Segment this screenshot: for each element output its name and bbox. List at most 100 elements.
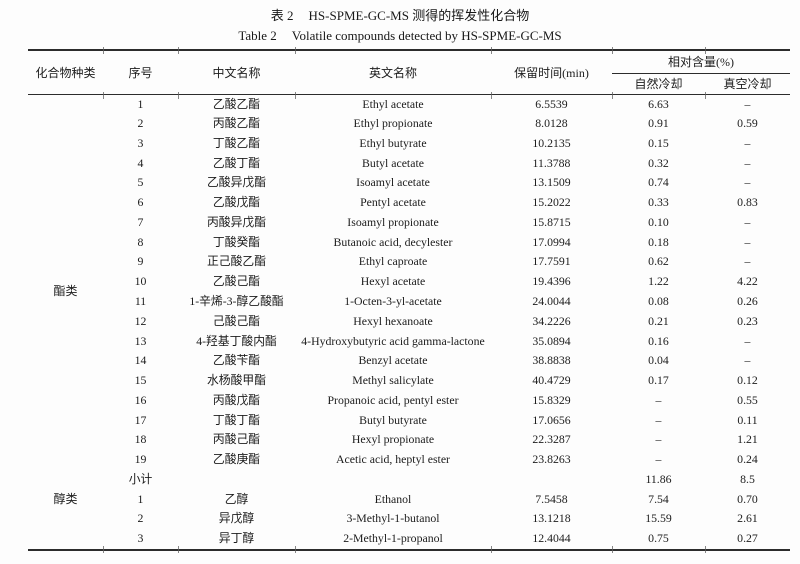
- rule-tick: [295, 47, 296, 54]
- header-name-en: 英文名称: [368, 65, 417, 80]
- table-row: 17 丁酸丁酯 Butyl butyrate 17.0656 – 0.11: [28, 410, 790, 430]
- rule-tick: [612, 47, 613, 54]
- cell-retention: 17.7591: [532, 254, 571, 269]
- rule-tick: [103, 92, 104, 99]
- cell-name-en: Methyl salicylate: [352, 373, 434, 388]
- rule-tick: [295, 92, 296, 99]
- cell-natural: 0.33: [648, 195, 669, 210]
- cell-natural: –: [655, 392, 662, 407]
- cell-vacuum: 0.83: [737, 195, 758, 210]
- cell-vacuum: –: [744, 254, 751, 269]
- rule-tick: [612, 546, 613, 553]
- cell-vacuum: –: [744, 96, 751, 111]
- cell-retention: 12.4044: [532, 531, 571, 546]
- cell-natural: 0.04: [648, 353, 669, 368]
- cell-vacuum: 2.61: [737, 511, 758, 526]
- rule-tick: [103, 47, 104, 54]
- cell-retention: 13.1509: [532, 175, 571, 190]
- cell-name-en: [295, 470, 491, 490]
- rule-tick: [705, 546, 706, 553]
- cell-name-en: Ethyl acetate: [362, 96, 424, 111]
- cell-name-cn: 4-羟基丁酸内酯: [196, 333, 277, 348]
- cell-vacuum: –: [744, 155, 751, 170]
- cell-no: 1: [137, 491, 144, 506]
- cell-name-en: Hexyl hexanoate: [353, 313, 433, 328]
- cell-no: 16: [134, 392, 147, 407]
- cell-natural: 0.17: [648, 373, 669, 388]
- cell-retention: 23.8263: [532, 452, 571, 467]
- cell-retention: 40.4729: [532, 373, 571, 388]
- rule-tick: [491, 47, 492, 54]
- cell-name-cn: 丙酸乙酯: [212, 116, 261, 131]
- cell-vacuum: 0.24: [737, 452, 758, 467]
- table-row: 酯类 1 乙酸乙酯 Ethyl acetate 6.5539 6.63 –: [28, 94, 790, 299]
- cell-name-cn: 丁酸乙酯: [212, 135, 261, 150]
- cell-retention: 35.0894: [532, 333, 571, 348]
- cell-retention: 38.8838: [532, 353, 571, 368]
- cell-natural: 0.21: [648, 313, 669, 328]
- cell-name-en: Isoamyl acetate: [356, 175, 430, 190]
- header-vacuum-cooling: 真空冷却: [723, 77, 772, 91]
- cell-no: 7: [137, 214, 144, 229]
- cell-no: 10: [134, 274, 147, 289]
- cell-no: 9: [137, 254, 144, 269]
- cell-natural: 11.86: [645, 471, 672, 486]
- table-row: 9 正己酸乙酯 Ethyl caproate 17.7591 0.62 –: [28, 252, 790, 272]
- cell-retention: [491, 470, 612, 490]
- table-number-en: Table 2: [238, 28, 277, 43]
- cell-natural: 1.22: [648, 274, 669, 289]
- cell-name-en: Ethyl butyrate: [359, 135, 427, 150]
- header-compound-type: 化合物种类: [35, 65, 96, 80]
- cell-vacuum: 4.22: [737, 274, 758, 289]
- cell-no: 12: [134, 313, 147, 328]
- cell-no: 6: [137, 195, 144, 210]
- rule-tick: [705, 92, 706, 99]
- header-row-1: 化合物种类 序号 中文名称 英文名称 保留时间(min) 相对含量(%): [28, 50, 790, 80]
- cell-no: 1: [137, 96, 144, 111]
- cell-vacuum: 0.23: [737, 313, 758, 328]
- cell-natural: 6.63: [648, 96, 669, 111]
- cell-no: 4: [137, 155, 144, 170]
- table-row: 14 乙酸苄酯 Benzyl acetate 38.8838 0.04 –: [28, 351, 790, 371]
- cell-natural: 15.59: [645, 511, 672, 526]
- cell-retention: 15.8329: [532, 392, 571, 407]
- table-row: 15 水杨酸甲酯 Methyl salicylate 40.4729 0.17 0.12: [28, 371, 790, 391]
- table-row: 2 异戊醇 3-Methyl-1-butanol 13.1218 15.59 2.61: [28, 509, 790, 529]
- header-relative-content: 相对含量(%): [612, 50, 790, 74]
- cell-no: 15: [134, 373, 147, 388]
- cell-natural: –: [655, 452, 662, 467]
- rule-tick: [178, 47, 179, 54]
- cell-name-cn: 乙酸己酯: [212, 274, 261, 289]
- table-row: 3 异丁醇 2-Methyl-1-propanol 12.4044 0.75 0.27: [28, 529, 790, 550]
- cell-name-cn: 丁酸癸酯: [212, 234, 261, 249]
- cell-retention: 17.0656: [532, 412, 571, 427]
- cell-name-cn: 丙酸异戊酯: [207, 214, 266, 229]
- cell-retention: 10.2135: [532, 135, 571, 150]
- table-row-subtotal: 小计 11.86 8.5: [28, 470, 790, 490]
- cell-vacuum: –: [744, 175, 751, 190]
- cell-name-cn: 异丁醇: [218, 531, 255, 546]
- cell-name-en: Pentyl acetate: [360, 195, 426, 210]
- cell-name-en: Ethyl caproate: [358, 254, 428, 269]
- table-caption: 表 2 HS-SPME-GC-MS 测得的挥发性化合物 Table 2 Volati…: [0, 0, 800, 46]
- cell-name-en: Benzyl acetate: [358, 353, 428, 368]
- cell-retention: 11.3788: [532, 155, 571, 170]
- header-retention-time: 保留时间(min): [514, 65, 589, 80]
- rule-tick: [612, 92, 613, 99]
- header-row-2: 自然冷却 真空冷却: [28, 73, 790, 94]
- cell-vacuum: 0.55: [737, 392, 758, 407]
- cell-retention: 15.8715: [532, 214, 571, 229]
- cell-name-cn: 乙酸庚酯: [212, 452, 261, 467]
- cell-name-en: Hexyl acetate: [360, 274, 426, 289]
- cell-retention: 6.5539: [535, 96, 568, 111]
- rule-tick: [491, 546, 492, 553]
- cell-name-cn: 己酸己酯: [212, 313, 261, 328]
- rule-tick: [705, 47, 706, 54]
- cell-vacuum: 0.11: [737, 412, 758, 427]
- cell-vacuum: 1.21: [737, 432, 758, 447]
- cell-natural: 0.32: [648, 155, 669, 170]
- cell-name-cn: 乙酸乙酯: [212, 96, 261, 111]
- table-title-cn-text: HS-SPME-GC-MS 测得的挥发性化合物: [308, 8, 530, 23]
- cell-no: 17: [134, 412, 147, 427]
- cell-name-en: 1-Octen-3-yl-acetate: [344, 294, 442, 309]
